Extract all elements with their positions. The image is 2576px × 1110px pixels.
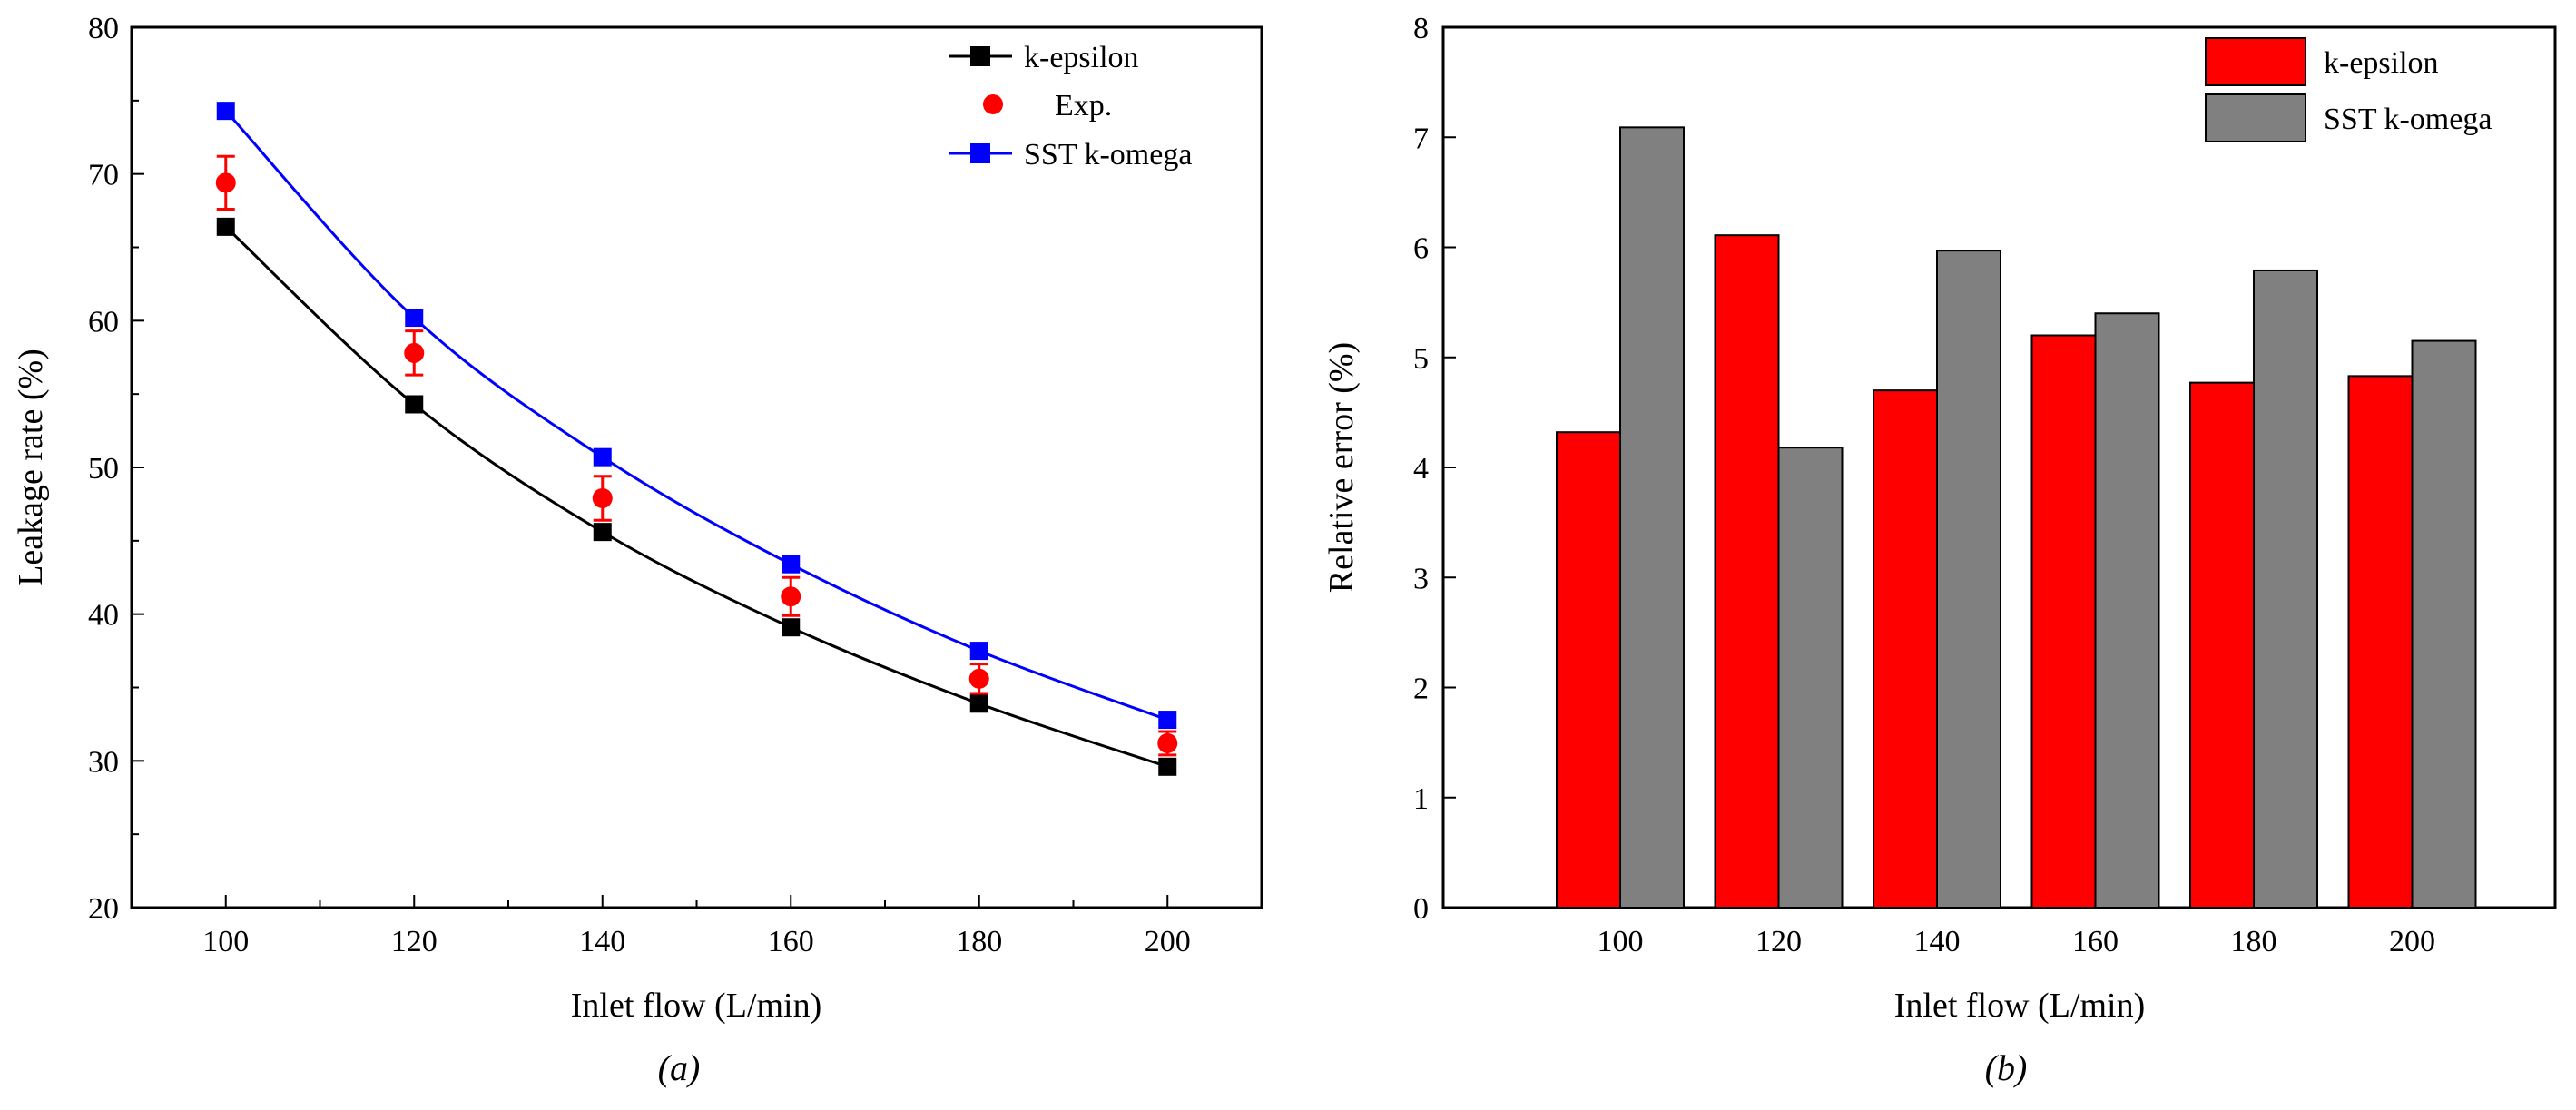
y-axis-label-b: Relative error (%) — [1322, 342, 1361, 593]
y-tick-label-b: 7 — [1413, 122, 1429, 155]
data-point-k-epsilon — [782, 618, 801, 637]
y-tick-label-a: 30 — [88, 745, 119, 779]
bar-sst-k-omega — [1936, 250, 2001, 909]
y-tick-label-b: 2 — [1413, 673, 1429, 706]
x-tick-label-a: 100 — [202, 925, 249, 958]
bar-k-epsilon — [1714, 234, 1780, 909]
y-tick-label-a: 60 — [88, 305, 119, 339]
data-point-k-epsilon — [216, 217, 235, 236]
data-point-exp — [404, 342, 425, 363]
y-tick-label-b: 0 — [1413, 892, 1429, 926]
y-tick-label-a: 80 — [88, 12, 119, 45]
y-tick-label-b: 5 — [1413, 342, 1429, 376]
x-tick-label-b: 140 — [1914, 925, 1961, 958]
data-point-k-epsilon — [1158, 757, 1177, 776]
data-point-exp — [781, 586, 801, 607]
y-axis-label-a: Leakage rate (%) — [12, 349, 50, 586]
data-point-k-epsilon — [405, 395, 424, 414]
bar-k-epsilon — [2347, 375, 2414, 909]
legend-label-exp: Exp. — [1055, 89, 1112, 123]
y-tick-label-a: 70 — [88, 159, 119, 192]
x-tick-label-b: 160 — [2072, 925, 2119, 958]
legend-marker-exp — [983, 94, 1003, 114]
legend-b: k-epsilon SST k-omega — [2205, 37, 2492, 142]
data-point-exp — [592, 487, 613, 508]
x-tick-label-b: 180 — [2231, 925, 2277, 958]
series-line-sst-k-omega — [224, 110, 1168, 722]
x-axis-label-b: Inlet flow (L/min) — [1894, 987, 2145, 1025]
x-tick-label-a: 120 — [391, 925, 438, 958]
bar-k-epsilon — [1556, 431, 1621, 909]
legend-a: k-epsilon Exp. SST k-omega — [949, 41, 1192, 172]
data-point-sst-k-omega — [1158, 711, 1177, 730]
data-point-sst-k-omega — [216, 102, 235, 121]
data-point-sst-k-omega — [969, 642, 988, 661]
legend-swatch-bar-sst — [2205, 93, 2306, 142]
y-tick-label-a: 20 — [88, 892, 119, 926]
bar-sst-k-omega — [2411, 339, 2477, 909]
caption-a: (a) — [658, 1047, 701, 1088]
y-tick-label-a: 40 — [88, 599, 119, 633]
y-tick-label-b: 4 — [1413, 452, 1429, 486]
bar-sst-k-omega — [1619, 126, 1685, 909]
bar-sst-k-omega — [1777, 447, 1844, 909]
caption-b: (b) — [1985, 1047, 2028, 1088]
bar-sst-k-omega — [2094, 312, 2160, 909]
y-tick-label-b: 8 — [1413, 12, 1429, 45]
legend-label-sst: SST k-omega — [1024, 138, 1192, 172]
bar-k-epsilon — [2189, 381, 2255, 909]
line-chart-panel: 20 30 40 50 60 70 80 100 120 140 160 180 200 Inlet f… — [12, 12, 1263, 1088]
x-tick-label-a: 180 — [956, 925, 1002, 958]
data-point-exp — [1157, 732, 1178, 753]
data-point-sst-k-omega — [593, 447, 612, 467]
legend-label-bar-sst: SST k-omega — [2324, 103, 2492, 136]
x-tick-label-a: 200 — [1145, 925, 1191, 958]
x-tick-label-b: 120 — [1755, 925, 1802, 958]
y-tick-label-a: 50 — [88, 452, 119, 486]
data-point-k-epsilon — [969, 694, 988, 713]
legend-swatch-bar-k-epsilon — [2205, 37, 2306, 86]
legend-label-bar-k-epsilon: k-epsilon — [2324, 46, 2439, 80]
legend-marker-sst — [970, 143, 990, 163]
y-tick-label-b: 1 — [1413, 782, 1429, 816]
x-tick-label-b: 100 — [1598, 925, 1644, 958]
x-tick-label-a: 140 — [579, 925, 625, 958]
bar-chart-panel: 0 1 2 3 4 5 6 7 8 100 120 140 160 180 200 Inlet flow (… — [1322, 12, 2557, 1088]
y-tick-label-b: 3 — [1413, 562, 1429, 595]
data-point-sst-k-omega — [782, 555, 801, 574]
data-point-sst-k-omega — [405, 309, 424, 328]
data-point-exp — [968, 668, 989, 689]
legend-label-k-epsilon: k-epsilon — [1024, 41, 1139, 74]
bar-k-epsilon — [1873, 389, 1938, 909]
y-tick-label-b: 6 — [1413, 232, 1429, 266]
bar-k-epsilon — [2030, 334, 2097, 909]
x-tick-label-b: 200 — [2389, 925, 2435, 958]
series-line-k-epsilon — [224, 225, 1168, 769]
bar-sst-k-omega — [2253, 269, 2318, 909]
x-tick-label-a: 160 — [768, 925, 814, 958]
data-point-k-epsilon — [593, 523, 612, 542]
x-axis-label-a: Inlet flow (L/min) — [571, 987, 821, 1025]
data-point-exp — [215, 172, 236, 193]
legend-marker-k-epsilon — [970, 46, 990, 66]
